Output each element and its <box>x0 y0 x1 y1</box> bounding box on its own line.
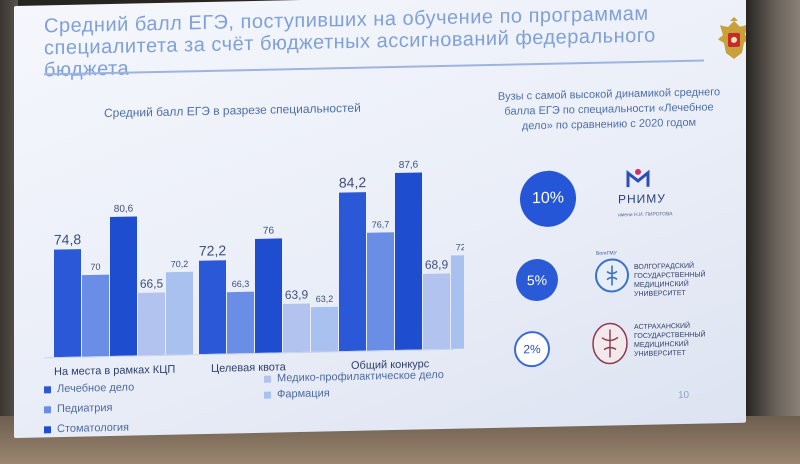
bar-4-1 <box>311 306 338 352</box>
data-label-4-2: 72,2 <box>456 242 464 252</box>
ege-score-bar-chart: 74,8 70 80,6 66,5 70,2 На места в рамках КЦП 7… <box>44 160 464 379</box>
category-label-1: Целевая квота <box>211 361 287 375</box>
x-axis-line <box>44 348 454 359</box>
bar-3-2 <box>423 273 450 350</box>
data-label-4-1: 63,2 <box>316 294 334 304</box>
legend-label-1: Педиатрия <box>57 401 113 416</box>
bar-1-1 <box>227 291 254 354</box>
legend-item-1: Педиатрия <box>44 402 112 415</box>
bar-0-0 <box>54 249 81 358</box>
volggmu-abbrev: ВолгГМУ <box>596 250 617 257</box>
legend-swatch-4 <box>264 391 271 399</box>
data-label-0-0: 74,8 <box>54 231 81 248</box>
astgmu-name: АСТРАХАНСКИЙ ГОСУДАРСТВЕННЫЙ МЕДИЦИНСКИЙ… <box>634 322 706 359</box>
bar-0-2 <box>339 192 366 352</box>
legend-label-4: Фармация <box>277 387 330 401</box>
bar-2-2 <box>395 172 422 351</box>
chart-legend: Лечебное дело Педиатрия Стоматология Медико… <box>44 369 464 438</box>
bar-2-1 <box>255 238 282 353</box>
legend-item-4: Фармация <box>264 387 330 400</box>
rnimu-logo-icon <box>626 168 650 188</box>
data-label-1-2: 76,7 <box>372 219 390 229</box>
legend-label-0: Лечебное дело <box>57 381 135 396</box>
monitor-bezel-left <box>0 0 18 464</box>
data-label-1-0: 70 <box>90 262 100 272</box>
data-label-3-2: 68,9 <box>425 257 449 271</box>
page-number: 10 <box>678 389 690 402</box>
bar-3-1 <box>283 303 310 353</box>
legend-item-0: Лечебное дело <box>44 381 134 395</box>
data-label-0-2: 84,2 <box>339 174 366 191</box>
bar-3-0 <box>138 292 165 356</box>
legend-swatch-2 <box>44 425 51 433</box>
legend-swatch-0 <box>44 385 51 393</box>
volggmu-name: ВОЛГОГРАДСКИЙ ГОСУДАРСТВЕННЫЙ МЕДИЦИНСКИ… <box>634 262 706 299</box>
rnimu-name: РНИМУ <box>618 191 666 207</box>
bar-4-0 <box>166 271 193 355</box>
data-label-2-1: 76 <box>263 226 275 237</box>
presentation-slide: Средний балл ЕГЭ, поступивших на обучени… <box>14 0 746 439</box>
legend-swatch-3 <box>264 375 271 383</box>
legend-item-3: Медико-профилактическое дело <box>264 369 444 385</box>
data-label-2-2: 87,6 <box>399 160 419 171</box>
bar-4-2 <box>451 254 464 349</box>
category-label-0: На места в рамках КЦП <box>54 364 175 379</box>
universities-heading: Вузы с самой высокой динамикой среднего … <box>497 86 721 133</box>
bar-1-0 <box>82 274 109 357</box>
percent-circle-volggmu: 5% <box>516 258 558 302</box>
data-label-4-0: 70,2 <box>171 259 189 269</box>
legend-label-3: Медико-профилактическое дело <box>277 368 444 385</box>
rnimu-subtitle: имени Н.И. ПИРОГОВА <box>618 211 673 219</box>
slide-title: Средний балл ЕГЭ, поступивших на обучени… <box>44 2 656 82</box>
volggmu-logo-icon <box>595 258 629 293</box>
astgmu-logo-icon <box>592 322 628 365</box>
bar-1-2 <box>367 232 394 351</box>
coat-of-arms-icon <box>718 16 746 59</box>
bar-2-0 <box>110 216 137 356</box>
data-label-3-0: 66,5 <box>140 276 164 290</box>
data-label-1-1: 66,3 <box>232 279 250 289</box>
category-label-2: Общий конкурс <box>351 358 430 372</box>
bar-0-1 <box>199 260 226 355</box>
chart-heading: Средний балл ЕГЭ в разрезе специальносте… <box>104 100 361 121</box>
monitor-bezel-right <box>740 0 800 464</box>
legend-item-2: Стоматология <box>44 422 129 436</box>
data-label-2-0: 80,6 <box>114 204 134 215</box>
legend-swatch-1 <box>44 405 51 413</box>
percent-circle-astgmu: 2% <box>514 330 550 368</box>
percent-circle-rnimu: 10% <box>520 170 576 228</box>
legend-label-2: Стоматология <box>57 421 129 436</box>
data-label-0-1: 72,2 <box>199 242 226 259</box>
data-label-3-1: 63,9 <box>285 288 309 302</box>
